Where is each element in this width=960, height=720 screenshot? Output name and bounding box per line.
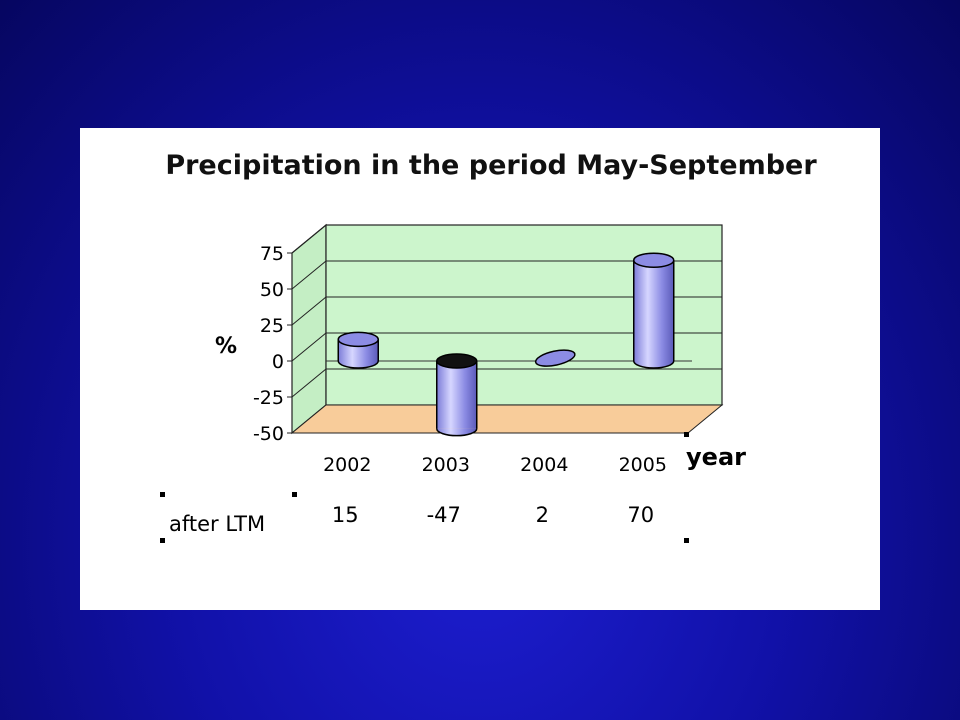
table-marker — [684, 538, 689, 543]
bar-2005 — [633, 252, 675, 369]
bar-bottom-arc — [436, 428, 478, 437]
bar-2002 — [337, 331, 379, 369]
table-marker — [684, 432, 689, 437]
x-tick-label: 2005 — [619, 454, 667, 476]
gridline-side — [291, 368, 327, 398]
table-row-label: after LTM — [169, 512, 265, 536]
table-value: 15 — [332, 503, 359, 527]
bar-body — [633, 260, 674, 361]
gridline-side — [291, 224, 327, 254]
y-tick-label: 0 — [272, 351, 284, 373]
x-tick-label: 2004 — [520, 454, 568, 476]
bar-body — [436, 361, 477, 429]
y-tick-label: 25 — [260, 315, 284, 337]
table-marker — [160, 492, 165, 497]
chart-panel: Precipitation in the period May-Septembe… — [80, 128, 880, 610]
gridline-side — [291, 260, 327, 290]
bar-bottom-arc — [633, 360, 675, 369]
gridline-side — [291, 296, 327, 326]
y-tick-label: -25 — [253, 387, 284, 409]
table-value: -47 — [427, 503, 461, 527]
y-axis-label: % — [215, 334, 237, 359]
x-tick-label: 2002 — [323, 454, 371, 476]
bar-flat-disc — [534, 349, 576, 367]
x-axis-label: year — [686, 443, 746, 471]
table-marker — [292, 492, 297, 497]
bar-top-cap — [337, 331, 379, 348]
y-tick-label: -50 — [253, 423, 284, 445]
bar-bottom-arc — [337, 360, 379, 369]
bar-2004 — [534, 349, 576, 367]
bar-top-cap — [436, 353, 478, 369]
side-wall — [291, 223, 327, 435]
x-tick-label: 2003 — [422, 454, 470, 476]
precipitation-chart: Precipitation in the period May-Septembe… — [160, 150, 817, 543]
y-tick-label: 75 — [260, 243, 284, 265]
table-value: 2 — [536, 503, 549, 527]
gridline-side — [291, 332, 327, 362]
table-marker — [160, 538, 165, 543]
table-value: 70 — [627, 503, 654, 527]
floor — [290, 404, 724, 434]
chart-title: Precipitation in the period May-Septembe… — [165, 150, 817, 181]
bar-top-cap — [633, 252, 675, 268]
y-tick-label: 50 — [260, 279, 284, 301]
bar-2003 — [436, 353, 478, 437]
